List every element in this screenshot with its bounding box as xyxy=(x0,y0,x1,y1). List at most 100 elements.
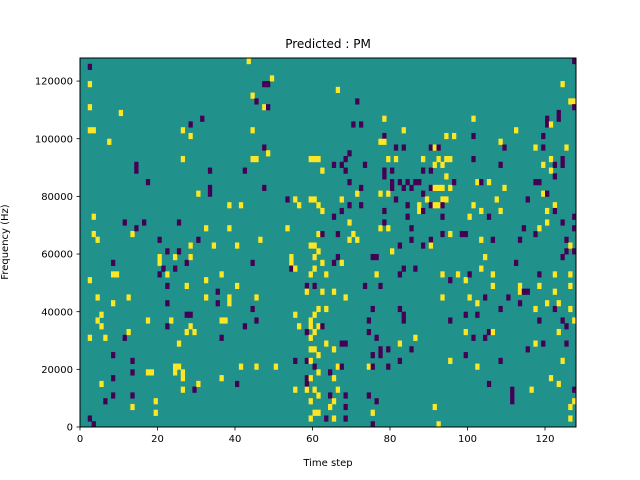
heatmap-cell xyxy=(335,363,341,370)
heatmap-cell xyxy=(378,225,383,232)
heatmap-cell xyxy=(91,230,96,238)
heatmap-cell xyxy=(432,202,437,209)
heatmap-cell xyxy=(409,236,414,243)
heatmap-cell xyxy=(560,254,565,261)
heatmap-cell xyxy=(397,357,403,364)
heatmap-cell xyxy=(293,265,298,272)
heatmap-cell xyxy=(227,225,232,232)
heatmap-cell xyxy=(343,156,348,163)
heatmap-cell xyxy=(335,86,341,93)
heatmap-cell xyxy=(316,392,321,399)
heatmap-cell xyxy=(397,305,403,313)
heatmap-cell xyxy=(560,161,565,168)
heatmap-cell xyxy=(308,346,313,353)
heatmap-cell xyxy=(560,219,565,226)
heatmap-cell xyxy=(118,109,124,117)
heatmap-cell xyxy=(572,386,577,393)
heatmap-cell xyxy=(343,167,348,174)
heatmap-cell xyxy=(312,196,317,203)
heatmap-cell xyxy=(250,92,255,99)
heatmap-cell xyxy=(176,219,182,226)
heatmap-cell xyxy=(448,277,453,284)
heatmap-cell xyxy=(103,398,108,405)
heatmap-cell xyxy=(331,213,337,220)
heatmap-cell xyxy=(180,156,186,163)
heatmap-cell xyxy=(297,202,302,209)
heatmap-cell xyxy=(560,317,565,324)
x-tick-label: 0 xyxy=(77,434,83,445)
heatmap-cell xyxy=(490,328,496,336)
heatmap-cell xyxy=(331,398,337,405)
heatmap-cell xyxy=(215,288,220,295)
heatmap-cell xyxy=(471,115,476,122)
heatmap-cell xyxy=(180,127,186,134)
heatmap-cell xyxy=(390,184,395,192)
heatmap-cell xyxy=(204,294,209,301)
heatmap-cell xyxy=(397,271,403,278)
heatmap-cell xyxy=(428,202,434,209)
x-axis-label: Time step xyxy=(302,458,352,469)
heatmap-cell xyxy=(176,248,182,255)
heatmap-cell xyxy=(211,242,217,249)
heatmap-cell xyxy=(316,352,321,359)
heatmap-cell xyxy=(250,127,255,134)
heatmap-cell xyxy=(161,265,166,272)
heatmap-cell xyxy=(250,156,255,163)
heatmap-cell xyxy=(572,58,577,65)
heatmap-cell xyxy=(285,196,290,203)
heatmap-cell xyxy=(444,156,449,163)
heatmap-cell xyxy=(498,138,503,145)
heatmap-cell xyxy=(173,363,178,370)
heatmap-cell xyxy=(386,190,391,197)
heatmap-cell xyxy=(157,254,162,261)
heatmap-cell xyxy=(320,167,325,174)
heatmap-cell xyxy=(324,340,329,347)
y-tick-label: 40000 xyxy=(41,307,73,318)
heatmap-cell xyxy=(510,398,515,405)
heatmap-cell xyxy=(204,225,209,232)
heatmap-cell xyxy=(99,323,104,330)
heatmap-cell xyxy=(417,202,422,209)
heatmap-cell xyxy=(428,242,434,249)
heatmap-cell xyxy=(308,317,313,324)
heatmap-cell xyxy=(114,271,120,278)
heatmap-cell xyxy=(331,288,337,295)
heatmap-cells xyxy=(87,58,577,428)
heatmap-cell xyxy=(374,271,379,278)
heatmap-cell xyxy=(157,259,162,266)
heatmap-cell xyxy=(471,334,476,341)
x-tick-label: 60 xyxy=(306,434,319,445)
heatmap-cell xyxy=(293,386,298,393)
heatmap-cell xyxy=(428,167,434,174)
heatmap-cell xyxy=(564,248,569,255)
heatmap-cell xyxy=(382,115,387,122)
heatmap-cell xyxy=(262,81,267,88)
heatmap-cell xyxy=(537,271,542,278)
heatmap-cell xyxy=(320,259,325,266)
heatmap-cell xyxy=(316,156,321,163)
heatmap-cell xyxy=(424,196,430,203)
heatmap-cell xyxy=(541,161,546,168)
heatmap-cell xyxy=(328,403,333,411)
heatmap-cell xyxy=(254,98,259,105)
heatmap-cell xyxy=(378,282,383,290)
heatmap-cell xyxy=(362,282,368,290)
heatmap-cell xyxy=(304,386,310,393)
heatmap-cell xyxy=(440,213,445,220)
heatmap-cell xyxy=(312,254,317,261)
heatmap-cell xyxy=(316,248,321,255)
heatmap-cell xyxy=(421,190,426,197)
heatmap-cell xyxy=(130,369,135,376)
heatmap-cell xyxy=(134,167,139,174)
heatmap-cell xyxy=(471,202,476,209)
heatmap-cell xyxy=(463,328,468,336)
heatmap-cell xyxy=(397,340,403,347)
heatmap-cell xyxy=(514,127,519,134)
heatmap-cell xyxy=(196,190,201,197)
heatmap-cell xyxy=(564,323,569,330)
heatmap-cell xyxy=(308,375,313,382)
heatmap-cell xyxy=(227,300,232,307)
heatmap-cell xyxy=(122,334,127,341)
heatmap-cell xyxy=(254,156,259,163)
heatmap-cell xyxy=(556,109,561,117)
